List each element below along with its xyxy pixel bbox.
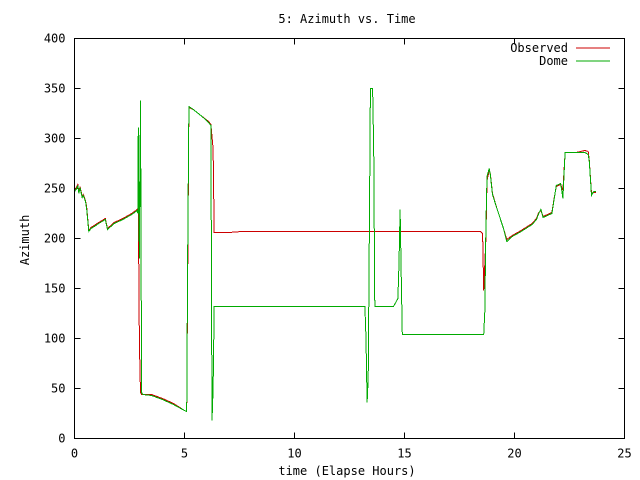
x-tick-label: 15 [397,447,411,461]
y-tick-label: 300 [44,132,66,146]
x-tick-label: 5 [181,447,188,461]
x-axis-label: time (Elapse Hours) [278,464,415,478]
y-tick-label: 350 [44,82,66,96]
x-tick-label: 0 [71,447,78,461]
legend-label-dome: Dome [539,54,568,68]
legend-label-observed: Observed [510,41,568,55]
series-line-dome [74,88,596,421]
y-tick-label: 250 [44,182,66,196]
x-tick-label: 25 [617,447,631,461]
y-tick-label: 200 [44,232,66,246]
x-tick-label: 10 [287,447,301,461]
y-tick-label: 400 [44,32,66,46]
series-layer [74,88,596,421]
plot-frame [74,38,625,439]
y-tick-label: 0 [58,432,65,446]
chart-title: 5: Azimuth vs. Time [278,12,415,26]
y-tick-label: 150 [44,282,66,296]
y-axis-label: Azimuth [18,215,32,266]
series-line-observed [74,106,596,413]
y-tick-label: 50 [51,382,65,396]
y-tick-label: 100 [44,332,66,346]
x-tick-label: 20 [507,447,521,461]
